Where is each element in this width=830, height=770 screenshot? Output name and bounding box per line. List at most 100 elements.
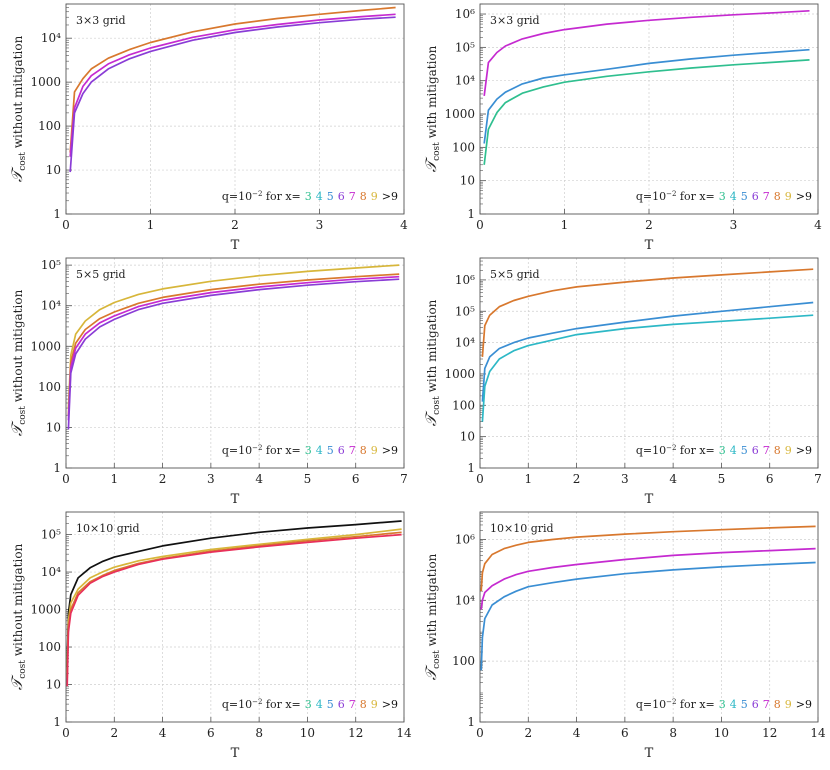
- tick-label-y: 100: [452, 140, 475, 154]
- series-line-upper: [481, 268, 814, 357]
- tick-label-x: 10: [714, 726, 729, 740]
- tick-label-y: 10⁵: [41, 528, 61, 542]
- series-line-middle: [69, 13, 396, 157]
- tick-label-y: 10⁶: [455, 7, 475, 21]
- tick-label-x: 0: [62, 218, 70, 232]
- legend-item: 8: [774, 698, 781, 711]
- tick-label-y: 10⁶: [455, 273, 475, 287]
- panel-title: 10×10 grid: [76, 522, 140, 535]
- tick-label-x: 2: [645, 218, 653, 232]
- tick-label-x: 12: [762, 726, 777, 740]
- tick-label-x: 6: [621, 726, 629, 740]
- series-line-upper: [66, 528, 402, 674]
- tick-label-x: 4: [573, 726, 581, 740]
- legend-for-x: for x=: [676, 190, 714, 203]
- legend-item: 9: [371, 190, 378, 203]
- x-axis-label: T: [231, 746, 240, 761]
- legend-item: 8: [360, 444, 367, 457]
- legend-item: 5: [327, 444, 334, 457]
- legend-item: >9: [796, 698, 812, 711]
- legend-item: 6: [338, 698, 345, 711]
- series-line-upper: [67, 264, 400, 409]
- tick-label-y: 1: [53, 207, 61, 221]
- legend-text: q=10−2 for x= 3 4 5 6 7 8 9 >9: [636, 190, 812, 203]
- y-axis-label: 𝒯cost with mitigation: [422, 45, 442, 172]
- panel-title: 10×10 grid: [490, 522, 554, 535]
- tick-label-x: 6: [766, 472, 774, 486]
- tick-label-x: 2: [573, 472, 581, 486]
- y-axis-label: 𝒯cost without mitigation: [8, 289, 28, 436]
- tick-label-y: 1: [53, 715, 61, 729]
- tick-label-y: 10⁴: [41, 565, 61, 579]
- tick-label-y: 10⁴: [455, 336, 475, 350]
- legend-item: 4: [316, 190, 323, 203]
- legend-text: q=10−2 for x= 3 4 5 6 7 8 9 >9: [222, 444, 398, 457]
- tick-label-y: 100: [38, 380, 61, 394]
- tick-label-x: 2: [524, 726, 532, 740]
- tick-label-y: 10⁴: [455, 593, 475, 607]
- series-line-top: [66, 520, 402, 667]
- tick-label-y: 1000: [30, 339, 61, 353]
- legend-item: 6: [338, 190, 345, 203]
- tick-label-x: 14: [396, 726, 412, 740]
- legend-item: 6: [338, 444, 345, 457]
- legend-exponent: −2: [666, 190, 676, 198]
- tick-label-x: 6: [207, 726, 215, 740]
- series-line-mid2: [67, 275, 400, 421]
- legend-item: 5: [741, 698, 748, 711]
- legend-exponent: −2: [666, 698, 676, 706]
- series-line-mid1: [67, 273, 400, 416]
- series-line-middle: [480, 547, 816, 610]
- legend-exponent: −2: [252, 444, 262, 452]
- plot-frame: [65, 511, 405, 723]
- legend-exponent: −2: [252, 190, 262, 198]
- legend-item: 9: [371, 698, 378, 711]
- legend-item: 9: [785, 190, 792, 203]
- tick-label-x: 1: [147, 218, 155, 232]
- legend-item: 9: [785, 444, 792, 457]
- x-axis-label: T: [645, 492, 654, 507]
- tick-label-x: 2: [110, 726, 118, 740]
- tick-label-y: 100: [38, 119, 61, 133]
- legend-prefix: q=10: [222, 698, 252, 711]
- tick-label-x: 1: [110, 472, 118, 486]
- tick-label-x: 3: [730, 218, 738, 232]
- tick-label-y: 10⁴: [455, 74, 475, 88]
- tick-label-x: 7: [814, 472, 822, 486]
- series-line-lower: [69, 16, 396, 173]
- tick-label-x: 7: [400, 472, 408, 486]
- legend-text: q=10−2 for x= 3 4 5 6 7 8 9 >9: [222, 190, 398, 203]
- panel-f: 0 2 4 6 8 10 12 14 1 100 10⁴ 10⁶ 10×10 grid T 𝒯cost wi…: [422, 511, 826, 761]
- legend-item: 4: [730, 190, 737, 203]
- tick-label-y: 10: [46, 678, 61, 692]
- series-line-middle: [483, 48, 810, 144]
- panel-title: 5×5 grid: [490, 268, 540, 281]
- legend-for-x: for x=: [676, 444, 714, 457]
- y-axis-label-subscript: cost: [432, 396, 442, 415]
- legend-item: 9: [785, 698, 792, 711]
- legend-item: 3: [719, 190, 726, 203]
- tick-label-x: 1: [561, 218, 569, 232]
- tick-label-x: 5: [718, 472, 726, 486]
- tick-label-y: 1: [467, 461, 475, 475]
- legend-item: 6: [752, 698, 759, 711]
- tick-label-x: 2: [159, 472, 167, 486]
- legend-item: >9: [796, 190, 812, 203]
- y-axis-label-text: without mitigation: [11, 543, 25, 660]
- legend-item: 8: [360, 698, 367, 711]
- legend-item: >9: [382, 698, 398, 711]
- tick-label-y: 10: [460, 174, 475, 188]
- tick-label-x: 6: [352, 472, 360, 486]
- tick-label-y: 10⁶: [455, 532, 475, 546]
- legend-item: 4: [730, 698, 737, 711]
- tick-label-x: 1: [524, 472, 532, 486]
- series-line-mid: [66, 531, 402, 678]
- tick-label-x: 4: [669, 472, 677, 486]
- y-axis-label-text: with mitigation: [425, 45, 439, 142]
- legend-item: 5: [327, 698, 334, 711]
- legend-item: 7: [763, 698, 770, 711]
- plot-frame: [479, 257, 819, 469]
- tick-label-x: 0: [476, 472, 484, 486]
